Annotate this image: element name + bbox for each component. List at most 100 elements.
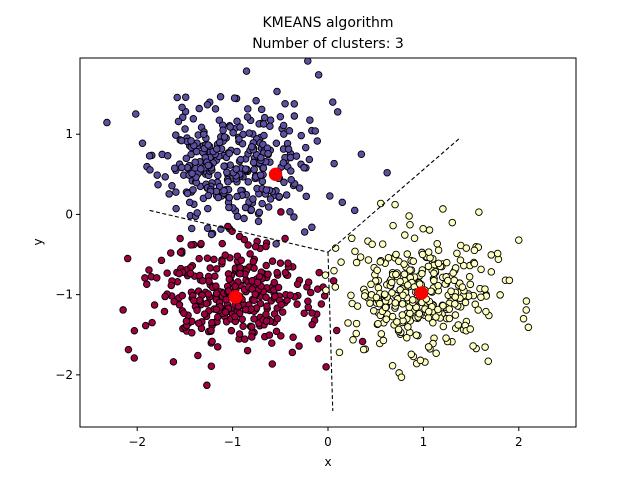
data-point <box>338 198 347 207</box>
data-point <box>350 206 359 215</box>
data-point <box>216 93 225 101</box>
data-point <box>215 116 224 125</box>
data-point <box>369 307 378 315</box>
data-point <box>424 248 433 256</box>
data-point <box>218 257 226 266</box>
data-point <box>258 177 267 186</box>
data-point <box>208 318 216 327</box>
data-point <box>368 240 376 248</box>
data-point <box>173 93 181 102</box>
data-point <box>451 300 459 308</box>
data-point <box>248 323 256 331</box>
data-point <box>175 269 183 278</box>
data-point <box>434 305 442 314</box>
data-point <box>524 323 533 332</box>
data-point <box>396 277 404 286</box>
data-point <box>493 249 502 258</box>
chart-subtitle: Number of clusters: 3 <box>252 36 404 52</box>
data-point <box>378 240 387 248</box>
plot-area: −2 −1 0 1 2 −2 −1 0 1 <box>55 57 577 449</box>
data-point <box>337 258 345 266</box>
data-point <box>293 280 302 288</box>
data-point <box>352 329 361 338</box>
data-point <box>424 262 433 271</box>
y-axis-label: y <box>31 238 45 245</box>
data-point <box>268 339 276 347</box>
data-point <box>176 234 184 243</box>
data-point <box>262 261 270 270</box>
data-point <box>308 223 316 232</box>
data-point <box>458 283 467 291</box>
data-point <box>141 274 149 282</box>
data-point <box>203 100 212 109</box>
data-point <box>465 273 474 281</box>
data-point <box>242 67 251 75</box>
data-point <box>172 131 180 139</box>
data-point <box>222 295 230 304</box>
data-point <box>388 312 397 321</box>
data-point <box>257 153 265 162</box>
x-tick-label: 2 <box>515 435 523 449</box>
x-tick-label: 0 <box>324 435 332 449</box>
data-point <box>481 343 489 351</box>
data-point <box>244 241 252 249</box>
data-point <box>389 221 397 230</box>
data-point <box>264 203 273 211</box>
data-point <box>300 309 308 317</box>
data-point <box>279 159 288 167</box>
data-point <box>176 248 185 257</box>
data-point <box>381 290 389 299</box>
data-point <box>391 200 399 209</box>
data-point <box>198 277 207 285</box>
data-point <box>400 270 409 279</box>
data-point <box>487 268 496 276</box>
data-point <box>471 300 479 309</box>
chart-title: KMEANS algorithm <box>262 15 393 31</box>
data-point <box>229 128 237 137</box>
data-point <box>163 269 171 277</box>
data-point <box>372 293 381 302</box>
data-point <box>204 191 213 200</box>
data-point <box>522 306 530 314</box>
x-axis-label: x <box>324 455 331 469</box>
data-point <box>262 293 270 302</box>
data-point <box>399 291 407 299</box>
data-point <box>233 147 241 156</box>
data-point <box>212 305 221 314</box>
data-point <box>349 336 357 344</box>
data-point <box>356 253 365 261</box>
data-point <box>250 315 258 323</box>
data-point <box>177 136 186 145</box>
data-point <box>223 168 231 177</box>
data-point <box>268 257 277 265</box>
data-point <box>161 292 169 301</box>
data-point <box>249 195 257 203</box>
data-point <box>394 325 403 334</box>
data-point <box>415 309 423 318</box>
data-point <box>138 139 147 147</box>
data-point <box>191 158 199 166</box>
data-point <box>326 192 334 200</box>
data-point <box>315 268 323 277</box>
data-point <box>264 149 272 158</box>
data-point <box>170 297 178 306</box>
data-point <box>262 186 271 194</box>
data-point <box>172 204 180 213</box>
data-point <box>333 108 342 116</box>
data-point <box>246 250 254 258</box>
data-point <box>231 282 239 291</box>
cluster-centroid <box>228 290 243 304</box>
data-point <box>233 192 241 201</box>
data-point <box>376 258 385 266</box>
data-point <box>247 143 256 151</box>
data-point <box>302 192 311 201</box>
data-point <box>185 198 194 207</box>
data-point <box>388 362 397 370</box>
y-tick-label: −1 <box>55 288 73 302</box>
data-point <box>311 127 320 135</box>
data-point <box>212 289 221 298</box>
data-point <box>202 299 211 308</box>
data-point <box>119 306 127 314</box>
data-point <box>425 226 434 234</box>
